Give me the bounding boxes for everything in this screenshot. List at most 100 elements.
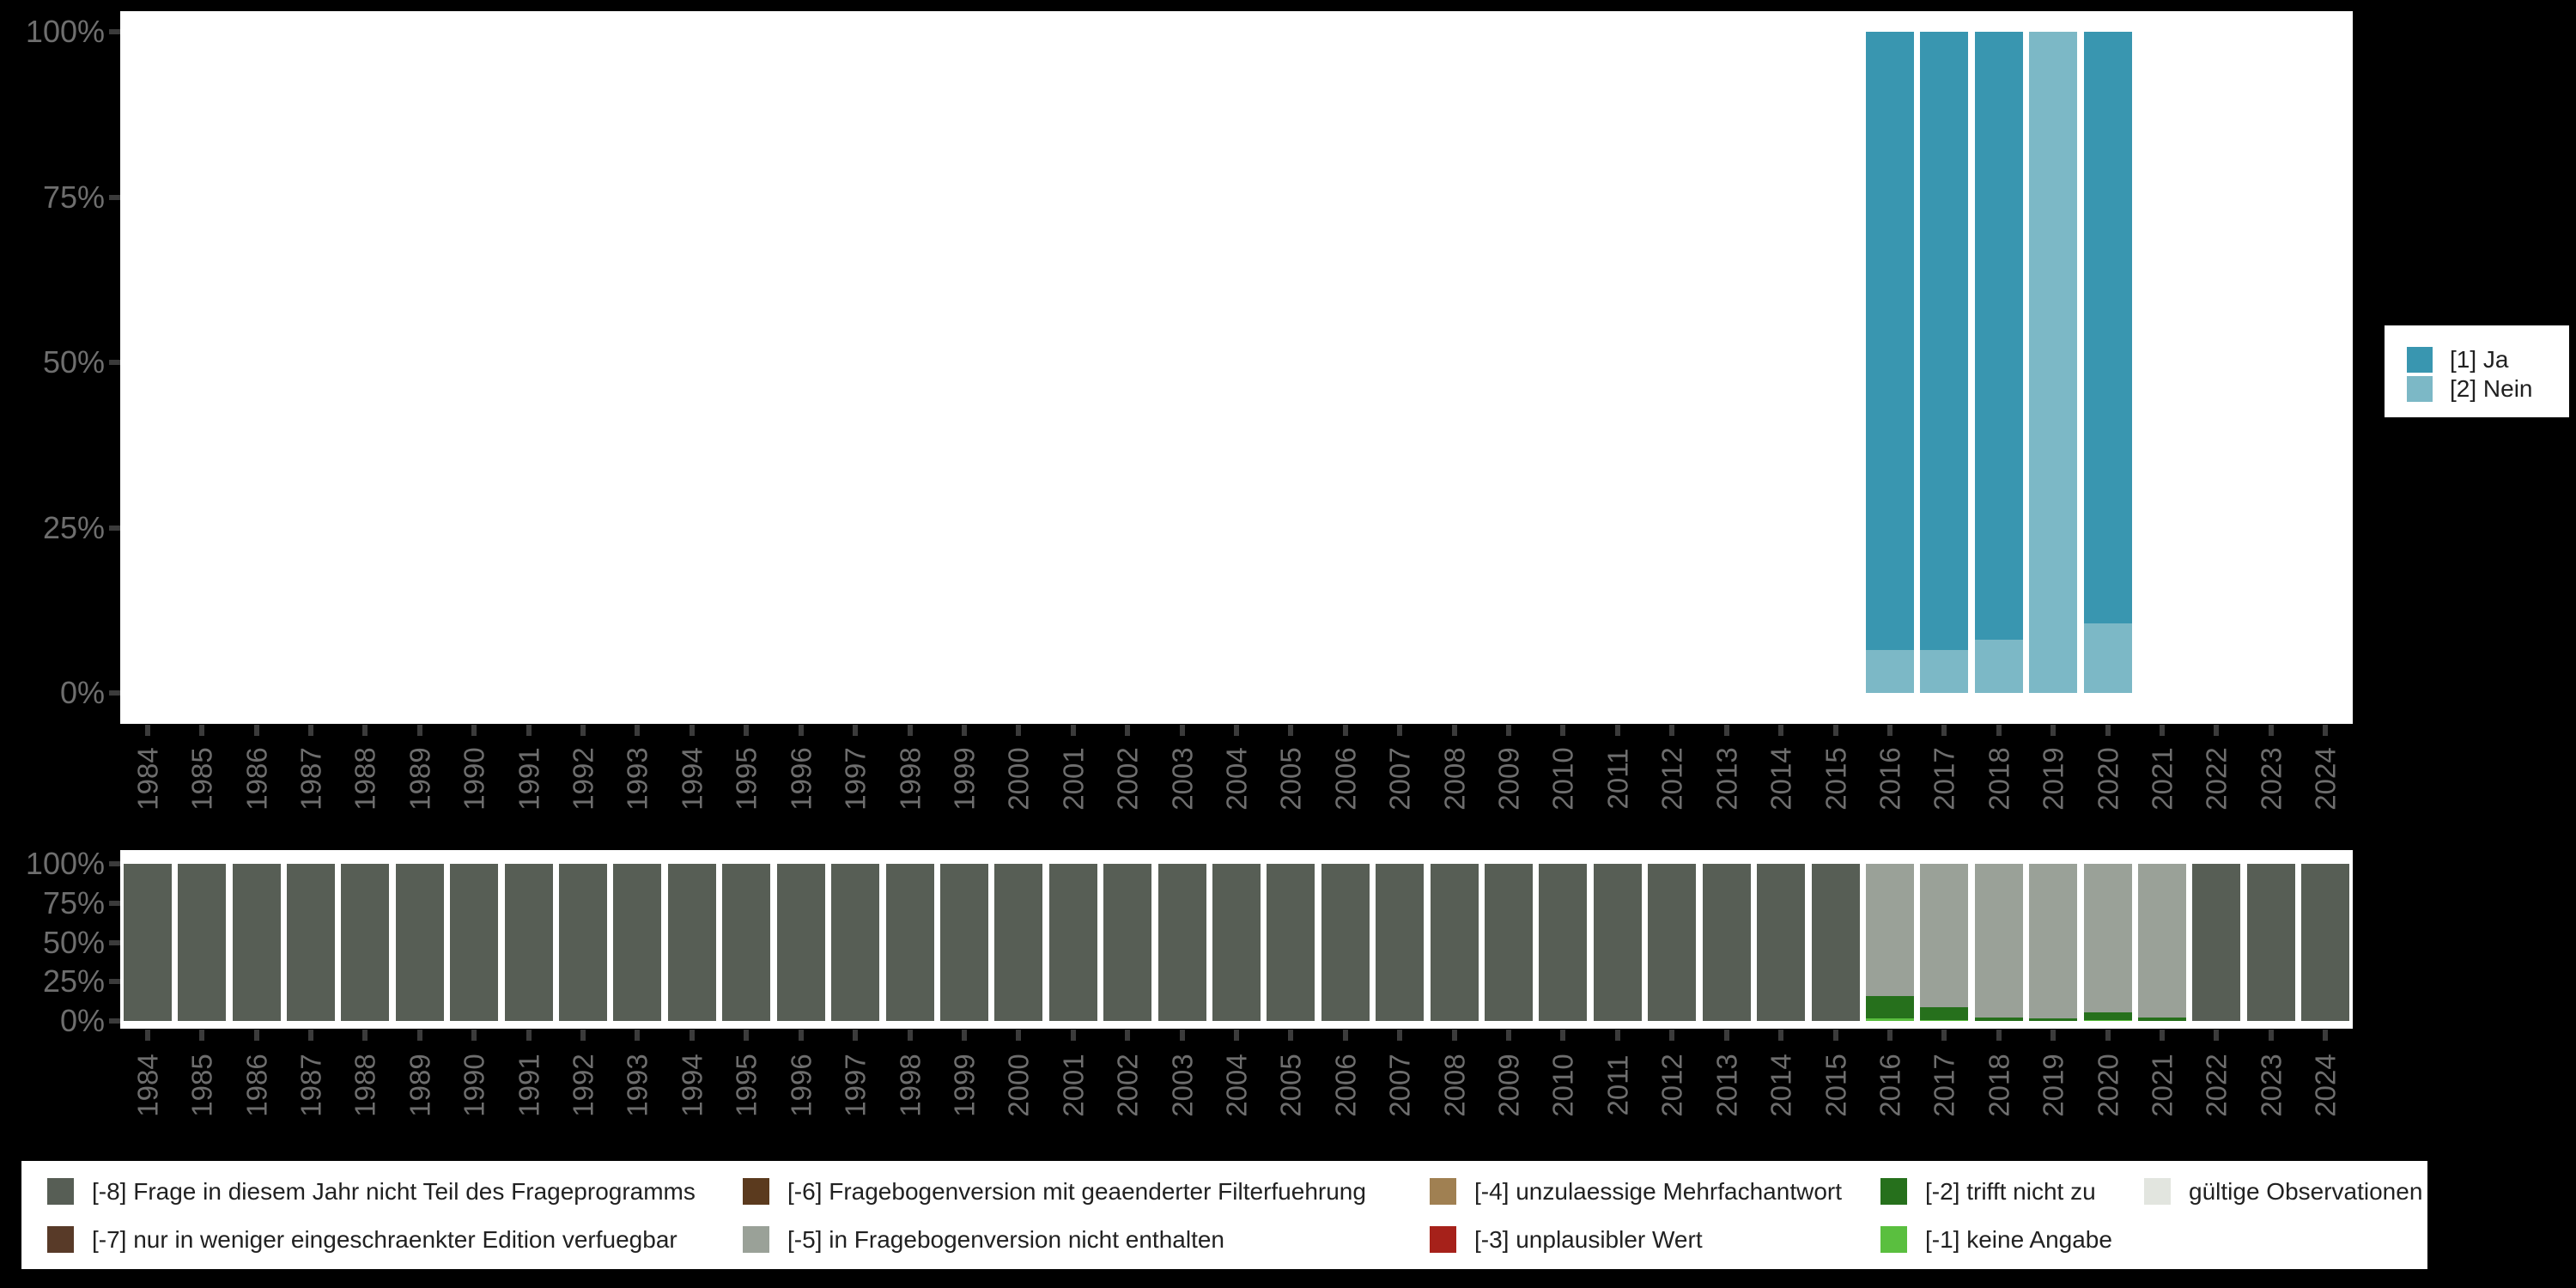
- bar-2011-m8: [1593, 864, 1642, 1021]
- y-tick-mark-values-50: [109, 360, 120, 365]
- x-tick-label-missings-1998: 1998: [894, 1054, 926, 1117]
- values-chart-panel: [120, 11, 2353, 724]
- x-tick-mark-values-2012: [1669, 725, 1675, 736]
- x-tick-label-values-2007: 2007: [1383, 747, 1416, 811]
- x-tick-mark-missings-1992: [580, 1030, 586, 1041]
- bar-2020-m2: [2083, 1012, 2132, 1021]
- y-tick-mark-values-0: [109, 690, 120, 696]
- x-tick-mark-missings-2005: [1288, 1030, 1294, 1041]
- x-tick-label-missings-1990: 1990: [458, 1054, 490, 1117]
- bar-1992-m8: [559, 864, 608, 1021]
- x-tick-label-values-2006: 2006: [1329, 747, 1362, 811]
- x-tick-mark-values-2020: [2105, 725, 2111, 736]
- bar-1999-m8: [939, 864, 988, 1021]
- m2-label: [-2] trifft nicht zu: [1925, 1178, 2096, 1205]
- bar-2007-m8: [1376, 864, 1425, 1021]
- nein-swatch: [2407, 376, 2433, 402]
- bar-2017-m1: [1920, 1020, 1969, 1021]
- x-tick-mark-missings-2015: [1832, 1030, 1838, 1041]
- ja-label: [1] Ja: [2450, 346, 2509, 373]
- x-tick-mark-values-2001: [1070, 725, 1076, 736]
- bar-2012-m8: [1648, 864, 1697, 1021]
- bar-2021-m5: [2138, 864, 2187, 1018]
- bar-2021-m2: [2138, 1018, 2187, 1021]
- x-tick-label-missings-2021: 2021: [2146, 1054, 2178, 1117]
- x-tick-mark-values-1989: [416, 725, 422, 736]
- x-tick-mark-missings-2019: [2050, 1030, 2057, 1041]
- m2-swatch: [1880, 1178, 1907, 1205]
- x-tick-mark-missings-2000: [1016, 1030, 1022, 1041]
- bar-1990-m8: [450, 864, 499, 1021]
- x-tick-label-values-1987: 1987: [295, 747, 327, 811]
- x-tick-label-values-1985: 1985: [185, 747, 218, 811]
- x-tick-mark-missings-2011: [1614, 1030, 1620, 1041]
- y-tick-mark-missings-0: [109, 1018, 120, 1024]
- bar-2019-m5: [2029, 864, 2078, 1019]
- bar-1996-m8: [776, 864, 825, 1021]
- x-tick-label-missings-2010: 2010: [1546, 1054, 1579, 1117]
- x-tick-label-missings-1985: 1985: [185, 1054, 218, 1117]
- x-tick-mark-values-1991: [526, 725, 532, 736]
- m1-label: [-1] keine Angabe: [1925, 1226, 2112, 1253]
- bar-2014-m8: [1757, 864, 1806, 1021]
- y-tick-mark-missings-100: [109, 861, 120, 866]
- values-legend: [1] Ja [2] Nein: [2385, 325, 2569, 417]
- x-tick-label-missings-2024: 2024: [2309, 1054, 2342, 1117]
- bar-2001-m8: [1048, 864, 1097, 1021]
- bar-1986-m8: [232, 864, 281, 1021]
- x-tick-label-values-1991: 1991: [513, 747, 545, 811]
- x-tick-mark-values-1998: [907, 725, 913, 736]
- x-tick-mark-values-2019: [2050, 725, 2057, 736]
- x-tick-label-values-1986: 1986: [240, 747, 273, 811]
- bar-1997-m8: [831, 864, 880, 1021]
- x-tick-label-values-2021: 2021: [2146, 747, 2178, 811]
- bar-2019-nein: [2029, 32, 2078, 693]
- bar-2016-m1: [1865, 1018, 1914, 1021]
- bar-2016-m5: [1865, 864, 1914, 996]
- x-tick-mark-values-2017: [1941, 725, 1947, 736]
- bar-1988-m8: [341, 864, 390, 1021]
- x-tick-mark-values-2018: [1996, 725, 2002, 736]
- x-tick-label-values-1993: 1993: [621, 747, 653, 811]
- y-tick-mark-values-75: [109, 194, 120, 200]
- bar-2005-m8: [1267, 864, 1315, 1021]
- x-tick-mark-values-2005: [1288, 725, 1294, 736]
- x-tick-mark-missings-2018: [1996, 1030, 2002, 1041]
- x-tick-mark-values-1997: [853, 725, 859, 736]
- x-tick-mark-values-1985: [199, 725, 205, 736]
- x-tick-label-values-2013: 2013: [1710, 747, 1743, 811]
- missing-codes-legend: [-8] Frage in diesem Jahr nicht Teil des…: [21, 1161, 2427, 1269]
- x-tick-mark-missings-1997: [853, 1030, 859, 1041]
- x-tick-label-missings-2023: 2023: [2255, 1054, 2287, 1117]
- x-tick-label-values-2024: 2024: [2309, 747, 2342, 811]
- x-tick-mark-missings-1984: [144, 1030, 150, 1041]
- x-tick-mark-missings-2003: [1179, 1030, 1185, 1041]
- m8-swatch: [47, 1178, 74, 1205]
- x-tick-label-values-2003: 2003: [1166, 747, 1199, 811]
- y-tick-label-missings-25: 25%: [42, 963, 105, 999]
- x-tick-label-values-2010: 2010: [1546, 747, 1579, 811]
- x-tick-label-values-1995: 1995: [730, 747, 762, 811]
- bar-2010-m8: [1539, 864, 1588, 1021]
- x-tick-label-missings-2015: 2015: [1820, 1054, 1852, 1117]
- x-tick-label-values-2012: 2012: [1656, 747, 1688, 811]
- x-tick-mark-values-2003: [1179, 725, 1185, 736]
- bar-2022-m8: [2192, 864, 2241, 1021]
- x-tick-mark-missings-1991: [526, 1030, 532, 1041]
- x-tick-mark-values-2014: [1778, 725, 1784, 736]
- x-tick-label-values-1999: 1999: [948, 747, 981, 811]
- x-tick-mark-values-2016: [1886, 725, 1893, 736]
- m7-label: [-7] nur in weniger eingeschraenkter Edi…: [92, 1226, 677, 1253]
- bar-2000-m8: [994, 864, 1043, 1021]
- x-tick-label-values-2019: 2019: [2037, 747, 2069, 811]
- x-tick-label-missings-2022: 2022: [2200, 1054, 2233, 1117]
- x-tick-mark-missings-2006: [1342, 1030, 1348, 1041]
- x-tick-label-values-1990: 1990: [458, 747, 490, 811]
- y-tick-label-values-25: 25%: [42, 509, 105, 545]
- bar-2002-m8: [1103, 864, 1152, 1021]
- x-tick-mark-values-1984: [144, 725, 150, 736]
- bar-2017-nein: [1920, 649, 1969, 693]
- x-tick-label-values-2022: 2022: [2200, 747, 2233, 811]
- x-tick-mark-missings-2009: [1506, 1030, 1512, 1041]
- m3-label: [-3] unplausibler Wert: [1474, 1226, 1703, 1253]
